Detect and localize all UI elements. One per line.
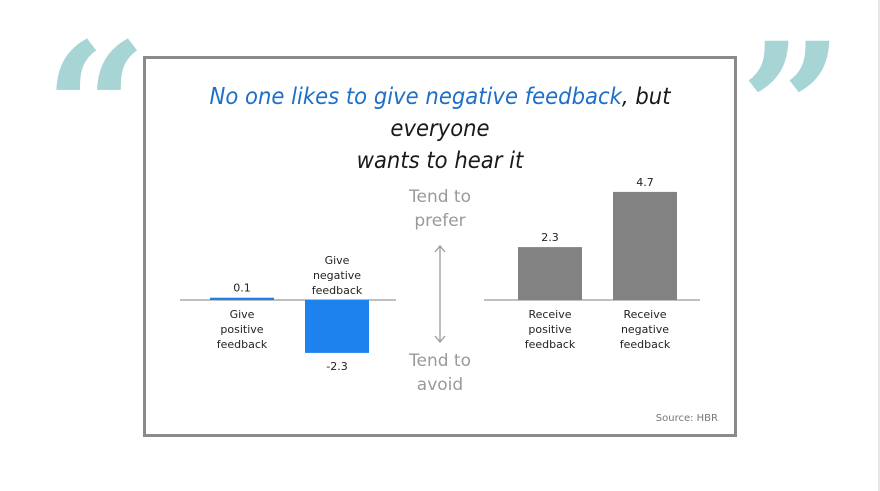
category-label-give-negative-feedback-line1: Give (325, 254, 350, 267)
source-note: Source: HBR (655, 413, 718, 424)
category-label-receive-negative-feedback-line3: feedback (620, 338, 671, 351)
category-label-give-negative-feedback-line2: negative (313, 269, 361, 282)
category-label-give-positive-feedback-line3: feedback (217, 338, 268, 351)
bar-give-positive-feedback (210, 297, 274, 300)
close-quote-mark: ” (740, 4, 844, 215)
title-line2-text: wants to hear it (356, 148, 524, 174)
category-label-receive-positive-feedback-line1: Receive (528, 308, 571, 321)
tend-to-avoid-line1: Tend to (408, 351, 471, 371)
tend-to-avoid-line2: avoid (417, 375, 463, 395)
open-quote-mark: “ (44, 4, 148, 215)
arrow-head-up (434, 244, 446, 253)
category-label-receive-negative-feedback-line2: negative (621, 323, 669, 336)
title-accent-text: No one likes to give negative feedback (209, 84, 622, 110)
chart-card: No one likes to give negative feedback, … (143, 56, 737, 437)
bar-give-negative-feedback (305, 300, 369, 353)
title-rest-text: , but everyone (390, 84, 671, 142)
tend-to-prefer-line2: prefer (414, 211, 465, 231)
page-edge-divider (878, 0, 880, 491)
value-label-receive-negative-feedback: 4.7 (636, 176, 654, 189)
feedback-chart: Tend to prefer Tend to avoid 0.1 Give posi… (180, 176, 700, 395)
value-label-give-negative-feedback: -2.3 (326, 360, 347, 373)
category-label-receive-positive-feedback-line3: feedback (525, 338, 576, 351)
category-label-receive-positive-feedback-line2: positive (528, 323, 571, 336)
category-label-receive-negative-feedback-line1: Receive (623, 308, 666, 321)
category-label-give-positive-feedback-line1: Give (230, 308, 255, 321)
bar-receive-positive-feedback (518, 247, 582, 300)
arrow-head-down (434, 335, 446, 344)
category-label-give-positive-feedback-line2: positive (220, 323, 263, 336)
category-label-give-negative-feedback-line3: feedback (312, 284, 363, 297)
bar-receive-negative-feedback (613, 191, 677, 300)
tend-to-prefer-line1: Tend to (408, 187, 471, 207)
value-label-give-positive-feedback: 0.1 (233, 282, 251, 295)
value-label-receive-positive-feedback: 2.3 (541, 231, 559, 244)
chart-title: No one likes to give negative feedback, … (170, 81, 711, 177)
